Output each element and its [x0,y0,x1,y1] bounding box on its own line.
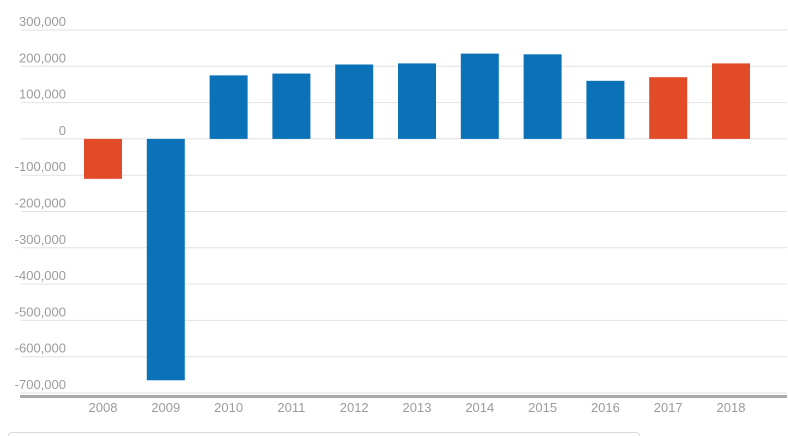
bar-2012[interactable] [335,64,374,139]
y-axis-label: -600,000 [15,341,66,356]
x-axis-label-2014: 2014 [465,400,494,415]
y-axis-label: 0 [59,123,66,138]
x-axis-label-2011: 2011 [277,400,305,415]
bar-2010[interactable] [209,75,248,139]
y-axis-label: -700,000 [15,377,66,392]
x-axis-label-2008: 2008 [89,400,118,415]
x-axis-label-2017: 2017 [654,400,683,415]
y-axis-label: 100,000 [19,87,66,102]
y-axis-label: 300,000 [19,14,66,29]
x-axis-label-2013: 2013 [403,400,432,415]
x-axis-label-2009: 2009 [151,400,180,415]
bar-2013[interactable] [398,63,436,139]
bar-2008[interactable] [84,138,122,179]
bar-2016[interactable] [586,80,625,139]
x-axis-label-2016: 2016 [591,400,620,415]
x-axis-label-2018: 2018 [717,400,746,415]
bar-2014[interactable] [460,53,499,139]
y-axis-label: -400,000 [15,268,66,283]
bar-2011[interactable] [272,73,311,139]
x-axis-label-2015: 2015 [528,400,557,415]
x-axis-label-2010: 2010 [214,400,243,415]
x-axis-label-2012: 2012 [340,400,369,415]
bar-2018[interactable] [712,63,750,139]
y-axis-label: -200,000 [15,196,66,211]
bar-2009[interactable] [146,138,185,381]
y-axis-label: -300,000 [15,232,66,247]
bar-2017[interactable] [649,77,688,139]
y-axis-label: 200,000 [19,50,66,65]
bar-2015[interactable] [523,54,562,139]
cropped-bottom-panel [8,432,640,436]
y-axis-label: -500,000 [15,304,66,319]
y-axis-label: -100,000 [15,159,66,174]
